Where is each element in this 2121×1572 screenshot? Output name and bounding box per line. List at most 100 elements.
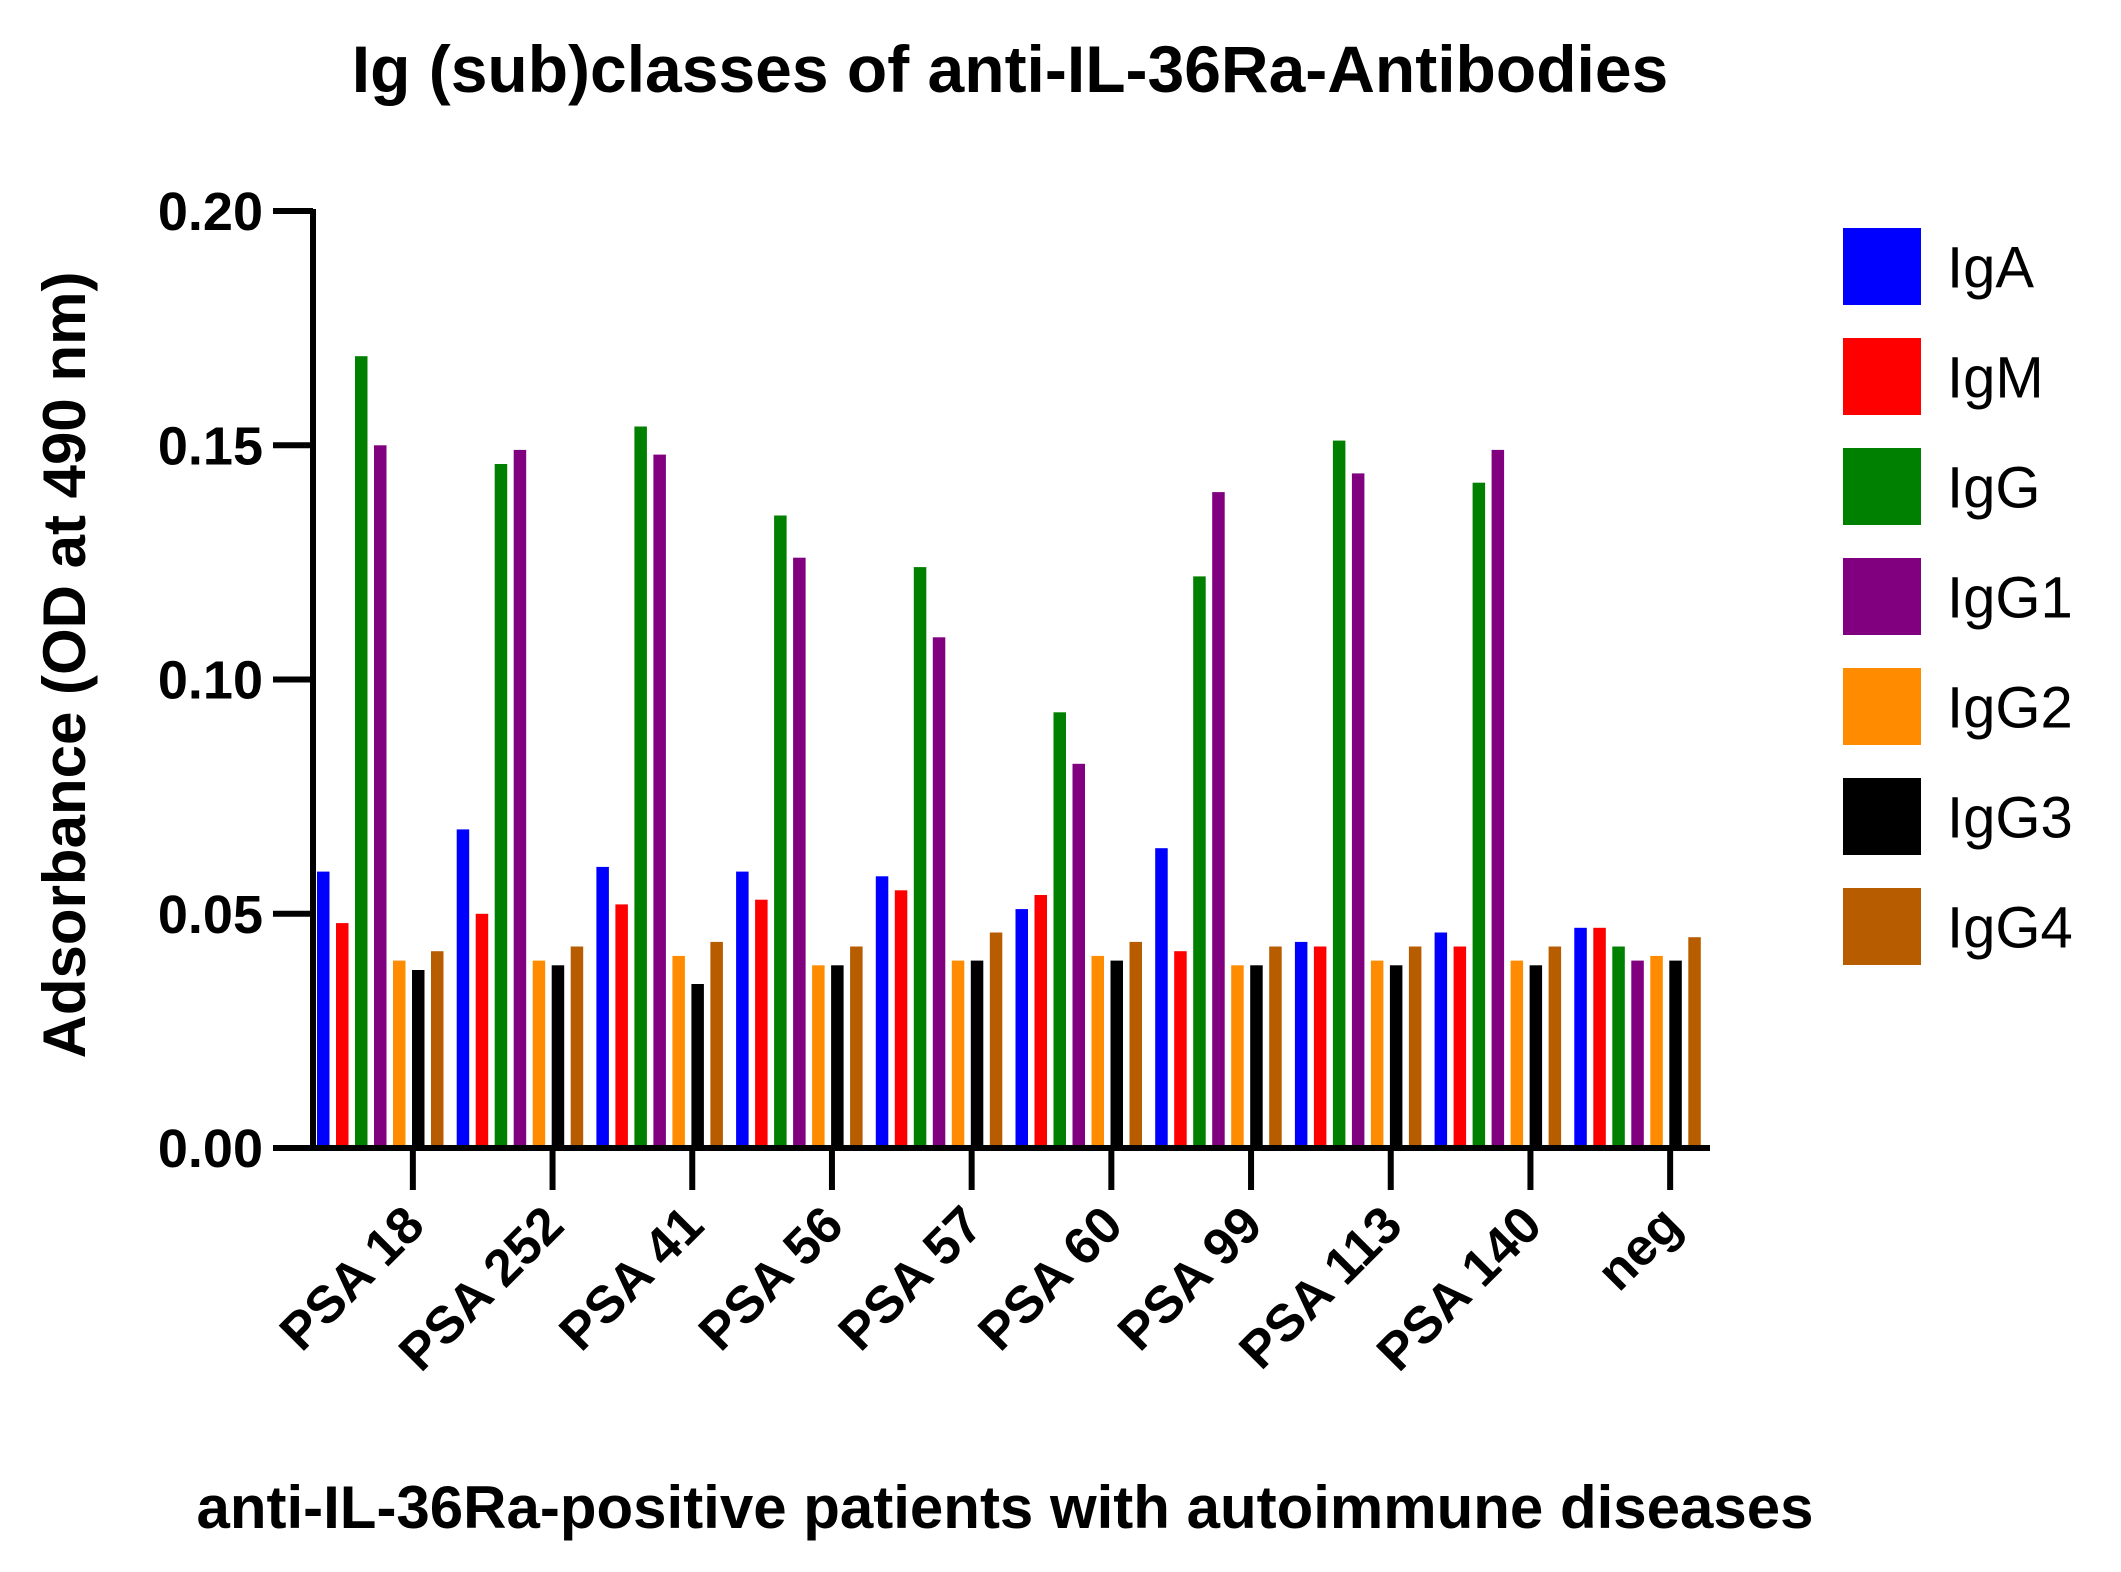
legend-label-igg3: IgG3 [1947, 786, 2073, 851]
bar-igg-psa-113 [1332, 440, 1346, 1149]
bar-iga-neg [1574, 927, 1587, 1148]
bar-igg-psa-99 [1193, 576, 1206, 1148]
bar-iga-psa-252 [456, 829, 470, 1148]
bars-layer [317, 356, 1701, 1149]
x-tick-label: neg [1586, 1195, 1692, 1301]
bar-igg4-psa-99 [1269, 946, 1282, 1148]
bar-iga-psa-60 [1015, 909, 1028, 1148]
legend-label-igg4: IgG4 [1947, 896, 2073, 961]
bar-igm-psa-252 [475, 913, 489, 1149]
bar-igg-neg [1612, 946, 1625, 1148]
bar-igg4-psa-41 [710, 941, 723, 1148]
bar-igg-psa-57 [913, 567, 927, 1148]
bar-igg3-psa-60 [1110, 960, 1123, 1148]
bar-igg4-psa-57 [989, 932, 1003, 1148]
bar-iga-psa-113 [1294, 941, 1308, 1148]
y-tick-label: 0.15 [158, 416, 263, 476]
bar-igg2-psa-252 [532, 960, 546, 1148]
bar-igg2-psa-56 [812, 965, 825, 1148]
bar-igg2-psa-57 [951, 960, 965, 1148]
x-tick-label: PSA 57 [828, 1195, 994, 1361]
legend-swatch-igg4 [1843, 888, 1921, 965]
bar-igg3-psa-18 [412, 970, 425, 1148]
bar-igg3-psa-113 [1389, 965, 1403, 1148]
bar-igg1-psa-60 [1072, 763, 1085, 1148]
x-axis-label: anti-IL-36Ra-positive patients with auto… [196, 1474, 1813, 1541]
x-tick-label: PSA 60 [967, 1195, 1133, 1361]
bar-igm-psa-41 [615, 904, 628, 1148]
bar-igg1-psa-113 [1351, 473, 1365, 1148]
bar-igg1-psa-140 [1491, 449, 1505, 1148]
bar-igg4-psa-113 [1408, 946, 1422, 1148]
bar-igg2-psa-113 [1370, 960, 1384, 1148]
bar-iga-psa-99 [1155, 848, 1168, 1148]
bar-igg4-neg [1688, 937, 1701, 1148]
bar-igm-psa-60 [1034, 895, 1047, 1148]
legend-swatch-igg1 [1843, 558, 1921, 635]
legend-swatch-igm [1843, 338, 1921, 415]
bar-igg1-psa-99 [1212, 492, 1225, 1149]
bar-igg-psa-140 [1472, 482, 1486, 1148]
y-tick-label: 0.20 [158, 182, 263, 242]
legend-label-iga: IgA [1947, 236, 2034, 301]
bar-igg1-psa-56 [793, 557, 806, 1148]
bar-igg1-psa-252 [513, 449, 527, 1148]
bar-igg-psa-18 [355, 356, 368, 1148]
x-tick-label: PSA 56 [688, 1195, 854, 1361]
bar-igg1-psa-18 [374, 445, 387, 1148]
bar-igg2-psa-140 [1510, 960, 1524, 1148]
bar-igg-psa-60 [1053, 712, 1066, 1148]
bar-igg3-psa-56 [831, 965, 844, 1148]
bar-igg3-psa-140 [1529, 965, 1543, 1148]
y-axis-label: Adsorbance (OD at 490 nm) [31, 272, 98, 1059]
bar-igm-neg [1593, 927, 1606, 1148]
bar-igg1-psa-57 [932, 637, 946, 1148]
bar-igg3-psa-41 [691, 984, 704, 1148]
bar-igm-psa-113 [1313, 946, 1327, 1148]
bar-igm-psa-18 [336, 923, 349, 1148]
chart-title: Ig (sub)classes of anti-IL-36Ra-Antibodi… [352, 32, 1669, 106]
bar-igm-psa-99 [1174, 951, 1187, 1148]
bar-igg2-psa-18 [393, 960, 406, 1148]
bar-igg2-neg [1650, 955, 1663, 1148]
legend-swatch-iga [1843, 228, 1921, 305]
legend: IgA IgM IgG IgG1 IgG2 IgG3 IgG4 [1843, 228, 2073, 965]
bar-igg4-psa-18 [431, 951, 444, 1148]
bar-igg3-psa-252 [551, 965, 565, 1148]
y-tick-label: 0.05 [158, 885, 263, 945]
bar-igg-psa-252 [494, 464, 508, 1148]
bar-igg3-neg [1669, 960, 1682, 1148]
bar-igg2-psa-60 [1091, 955, 1104, 1148]
bar-igg2-psa-99 [1231, 965, 1244, 1148]
bar-igm-psa-140 [1453, 946, 1467, 1148]
bar-iga-psa-18 [317, 871, 330, 1148]
y-tick-label: 0.00 [158, 1119, 263, 1179]
bar-iga-psa-56 [736, 871, 749, 1148]
bar-igm-psa-57 [894, 890, 908, 1148]
bar-igg2-psa-41 [672, 955, 685, 1148]
bar-igm-psa-56 [755, 899, 768, 1148]
legend-swatch-igg3 [1843, 778, 1921, 855]
bar-igg1-psa-41 [653, 454, 666, 1149]
bar-igg-psa-41 [634, 426, 647, 1148]
legend-swatch-igg2 [1843, 668, 1921, 745]
bar-igg3-psa-99 [1250, 965, 1263, 1148]
legend-label-igg2: IgG2 [1947, 676, 2073, 741]
bar-igg4-psa-56 [850, 946, 863, 1148]
bar-igg4-psa-140 [1548, 946, 1562, 1148]
legend-label-igg1: IgG1 [1947, 566, 2073, 631]
bar-igg4-psa-60 [1129, 941, 1142, 1148]
x-tick-label: PSA 41 [548, 1195, 714, 1361]
legend-label-igm: IgM [1947, 346, 2044, 411]
bar-iga-psa-57 [875, 876, 889, 1148]
bar-igg-psa-56 [774, 515, 787, 1148]
y-tick-label: 0.10 [158, 651, 263, 711]
bar-igg1-neg [1631, 960, 1644, 1148]
bar-igg3-psa-57 [970, 960, 984, 1148]
legend-swatch-igg [1843, 448, 1921, 525]
bar-igg4-psa-252 [570, 946, 584, 1148]
legend-label-igg: IgG [1947, 456, 2041, 521]
bar-iga-psa-41 [596, 866, 609, 1148]
bar-iga-psa-140 [1434, 932, 1448, 1148]
